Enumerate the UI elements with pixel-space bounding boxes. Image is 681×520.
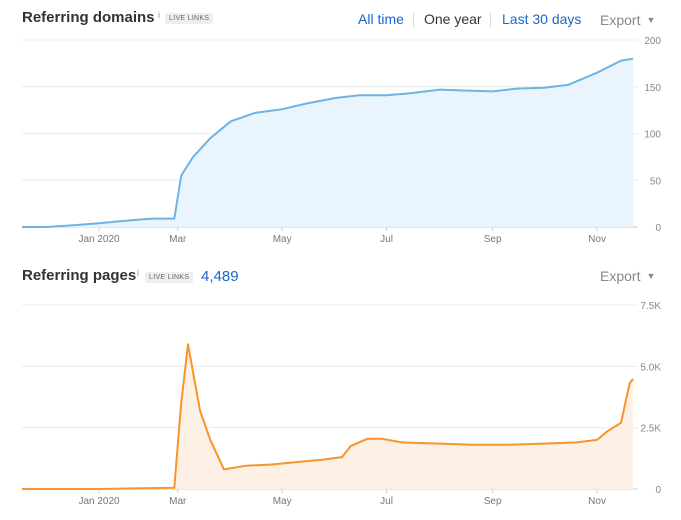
all-time-button[interactable]: All time (358, 11, 404, 27)
domains-y-tick-label: 100 (644, 130, 661, 141)
pages-x-tick-label: Mar (169, 496, 187, 507)
caret-down-icon: ▼ (646, 15, 656, 25)
live-links-badge: LIVE LINKS (145, 272, 194, 283)
domains-x-tick-label: Nov (588, 234, 606, 245)
referring-domains-chart: 0 50 100 150 200 Jan 2020 Mar May Jul Sep Nov (22, 36, 662, 245)
live-links-badge: LIVE LINKS (165, 13, 214, 24)
referring-pages-count: 4,489 (201, 268, 239, 285)
pages-y-tick-label: 0 (655, 485, 661, 496)
pages-x-tick-label: May (273, 496, 292, 507)
pages-series-line (22, 343, 634, 490)
pages-y-tick-label: 7.5K (640, 301, 661, 312)
pages-y-tick-label: 2.5K (640, 424, 661, 435)
domains-x-tick-label: Jul (380, 234, 393, 245)
pages-x-tick-label: Jan 2020 (78, 496, 120, 507)
domains-x-tick-label: Mar (169, 234, 187, 245)
referring-pages-title: Referring pages (22, 267, 137, 284)
caret-down-icon: ▼ (646, 271, 656, 281)
range-divider (490, 12, 491, 28)
domains-y-tick-label: 50 (650, 176, 662, 187)
range-divider (413, 12, 414, 28)
domains-series-line (22, 57, 634, 228)
pages-x-tick-label: Nov (588, 496, 606, 507)
info-icon[interactable]: i (137, 268, 139, 278)
one-year-button[interactable]: One year (424, 11, 482, 27)
last-30-days-button[interactable]: Last 30 days (502, 11, 582, 27)
domains-y-tick-label: 150 (644, 83, 661, 94)
pages-x-tick-label: Sep (484, 496, 502, 507)
export-button[interactable]: Export ▼ (600, 268, 655, 284)
domains-y-tick-label: 200 (644, 36, 661, 47)
info-icon[interactable]: i (158, 10, 160, 20)
pages-area-fill (22, 344, 633, 489)
export-label: Export (600, 12, 641, 28)
domains-y-tick-label: 0 (655, 223, 661, 234)
referring-domains-title: Referring domains (22, 9, 155, 26)
export-button[interactable]: Export ▼ (600, 12, 655, 28)
pages-y-tick-label: 5.0K (640, 362, 661, 373)
pages-x-tick-label: Jul (380, 496, 393, 507)
domains-area-fill (22, 58, 633, 228)
domains-x-tick-label: May (273, 234, 292, 245)
export-label: Export (600, 268, 641, 284)
domains-x-tick-label: Sep (484, 234, 502, 245)
domains-x-tick-label: Jan 2020 (78, 234, 120, 245)
